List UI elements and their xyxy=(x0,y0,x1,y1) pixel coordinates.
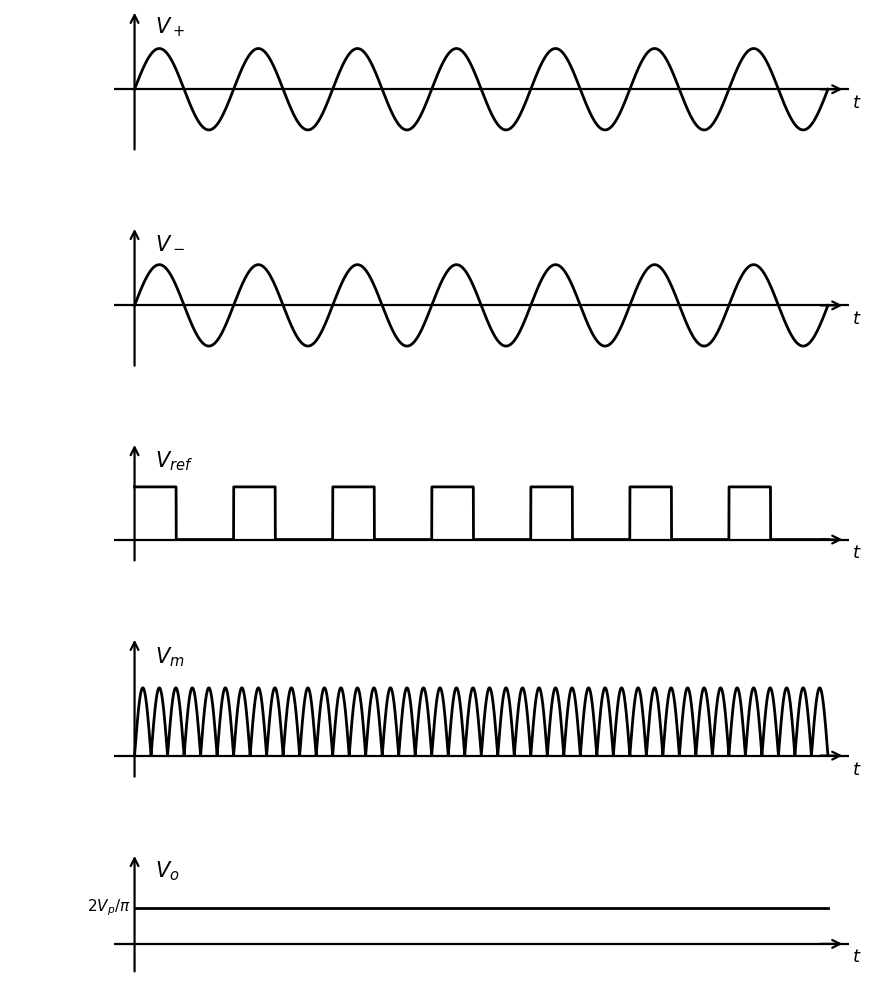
Text: $V_{ref}$: $V_{ref}$ xyxy=(156,449,193,472)
Text: $V_+$: $V_+$ xyxy=(156,16,186,39)
Text: $V_m$: $V_m$ xyxy=(156,646,185,669)
Text: $t$: $t$ xyxy=(852,949,862,966)
Text: $t$: $t$ xyxy=(852,761,862,778)
Text: $t$: $t$ xyxy=(852,544,862,562)
Text: $V_o$: $V_o$ xyxy=(156,859,180,883)
Text: $t$: $t$ xyxy=(852,94,862,112)
Text: $2V_p/\pi$: $2V_p/\pi$ xyxy=(88,897,131,918)
Text: $t$: $t$ xyxy=(852,310,862,329)
Text: $V_-$: $V_-$ xyxy=(156,231,186,252)
